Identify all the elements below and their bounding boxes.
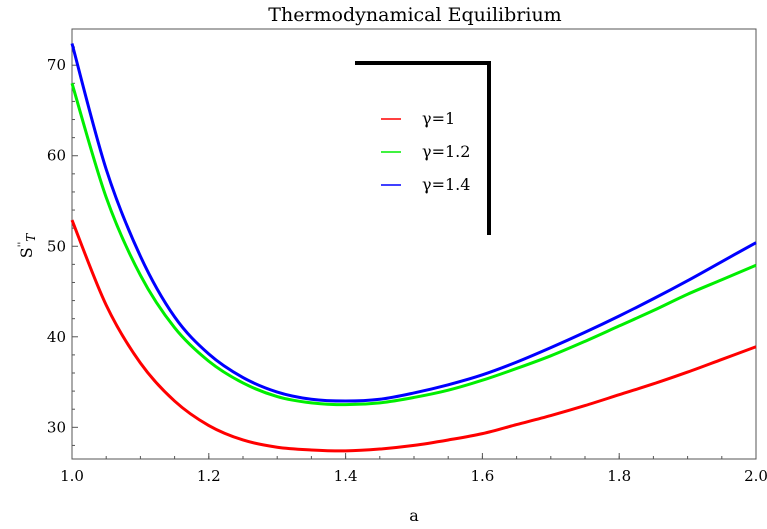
legend-label-1: γ=1 bbox=[422, 109, 455, 128]
y-axis-label: S''T bbox=[17, 233, 38, 258]
series-line-3 bbox=[72, 43, 756, 401]
x-tick-label: 1.0 bbox=[60, 467, 84, 485]
plot-frame bbox=[72, 29, 756, 459]
x-tick-label: 1.4 bbox=[334, 467, 358, 485]
y-tick-label: 70 bbox=[47, 56, 66, 74]
y-axis-label-sub: T bbox=[24, 233, 38, 242]
x-tick-label: 1.6 bbox=[470, 467, 494, 485]
y-tick-label: 30 bbox=[47, 418, 66, 436]
legend-label-2: γ=1.2 bbox=[422, 142, 470, 161]
y-tick-label: 60 bbox=[47, 147, 66, 165]
y-tick-label: 50 bbox=[47, 237, 66, 255]
legend: γ=1 γ=1.2 γ=1.4 bbox=[355, 63, 489, 235]
x-tick-label: 2.0 bbox=[744, 467, 767, 485]
x-axis-label: a bbox=[409, 506, 419, 525]
y-axis-label-base: S bbox=[17, 247, 36, 258]
x-tick-label: 1.8 bbox=[607, 467, 631, 485]
x-tick-label: 1.2 bbox=[197, 467, 221, 485]
legend-label-3: γ=1.4 bbox=[422, 175, 470, 194]
y-tick-label: 40 bbox=[47, 328, 66, 346]
chart-title: Thermodynamical Equilibrium bbox=[268, 4, 561, 26]
x-axis: 1.0 1.2 1.4 1.6 1.8 2.0 bbox=[60, 453, 767, 485]
series-line-1 bbox=[72, 220, 756, 451]
series-layer bbox=[72, 43, 756, 450]
series-line-2 bbox=[72, 83, 756, 404]
